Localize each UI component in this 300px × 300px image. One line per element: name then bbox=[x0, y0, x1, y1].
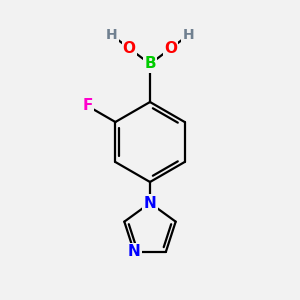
Text: O: O bbox=[164, 41, 177, 56]
Text: N: N bbox=[128, 244, 140, 259]
Text: N: N bbox=[144, 196, 156, 211]
Text: H: H bbox=[106, 28, 118, 42]
Text: O: O bbox=[123, 41, 136, 56]
Text: F: F bbox=[82, 98, 93, 113]
Text: H: H bbox=[182, 28, 194, 42]
Text: B: B bbox=[144, 56, 156, 71]
